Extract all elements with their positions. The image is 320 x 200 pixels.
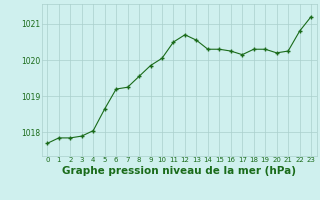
X-axis label: Graphe pression niveau de la mer (hPa): Graphe pression niveau de la mer (hPa)	[62, 166, 296, 176]
